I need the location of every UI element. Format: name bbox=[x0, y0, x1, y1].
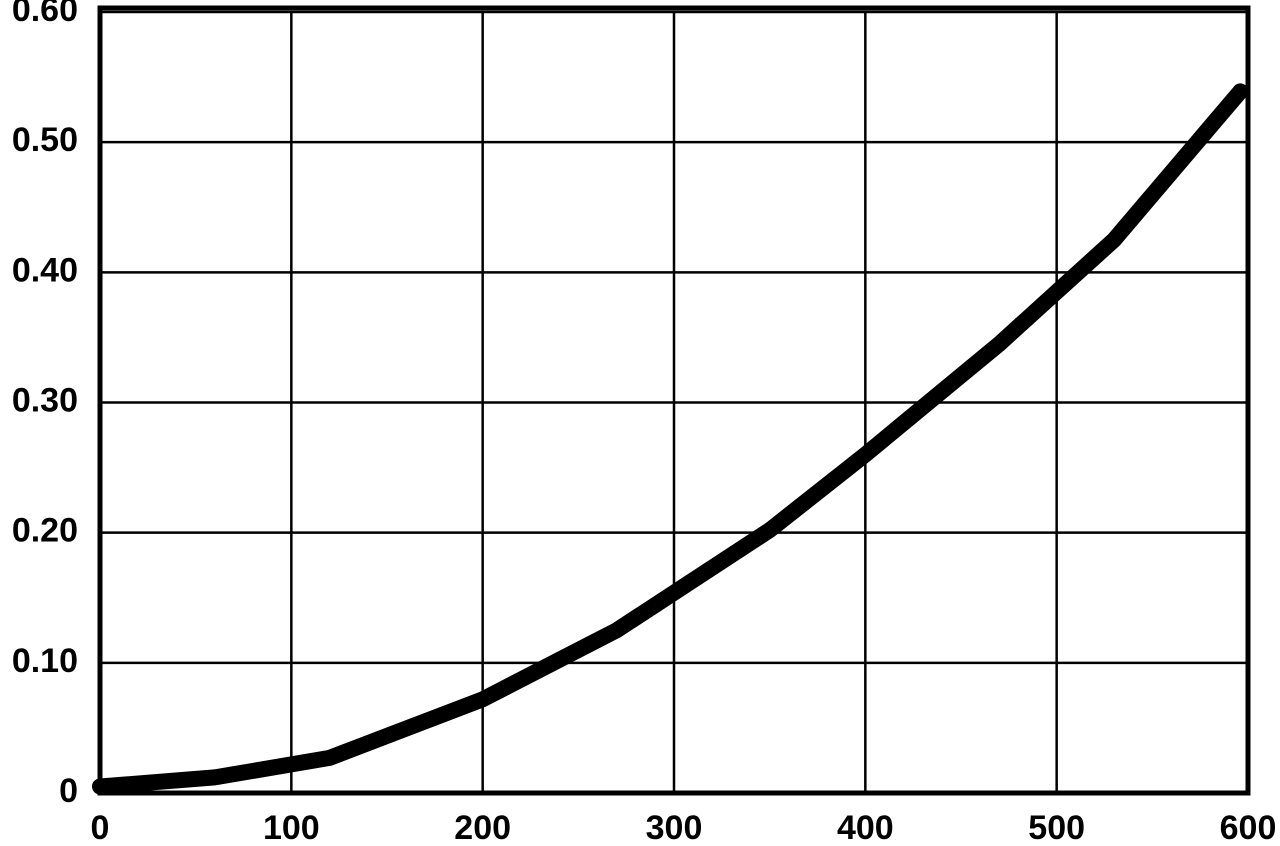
plot-border bbox=[97, 5, 1251, 796]
x-tick-label: 200 bbox=[454, 809, 511, 846]
x-tick-label: 600 bbox=[1220, 809, 1277, 846]
x-tick-label: 0 bbox=[91, 809, 110, 846]
y-tick-label: 0.50 bbox=[12, 121, 78, 159]
y-tick-label: 0.10 bbox=[12, 642, 78, 680]
x-tick-label: 100 bbox=[263, 809, 320, 846]
x-tick-label: 500 bbox=[1028, 809, 1085, 846]
y-tick-label: 0.30 bbox=[12, 381, 78, 419]
y-tick-label: 0.60 bbox=[12, 0, 78, 29]
data-line bbox=[92, 83, 1249, 795]
y-tick-label: 0.40 bbox=[12, 251, 78, 289]
y-tick-label: 0 bbox=[59, 772, 78, 810]
x-tick-label: 400 bbox=[837, 809, 894, 846]
x-tick-label: 300 bbox=[646, 809, 703, 846]
y-tick-label: 0.20 bbox=[12, 512, 78, 550]
